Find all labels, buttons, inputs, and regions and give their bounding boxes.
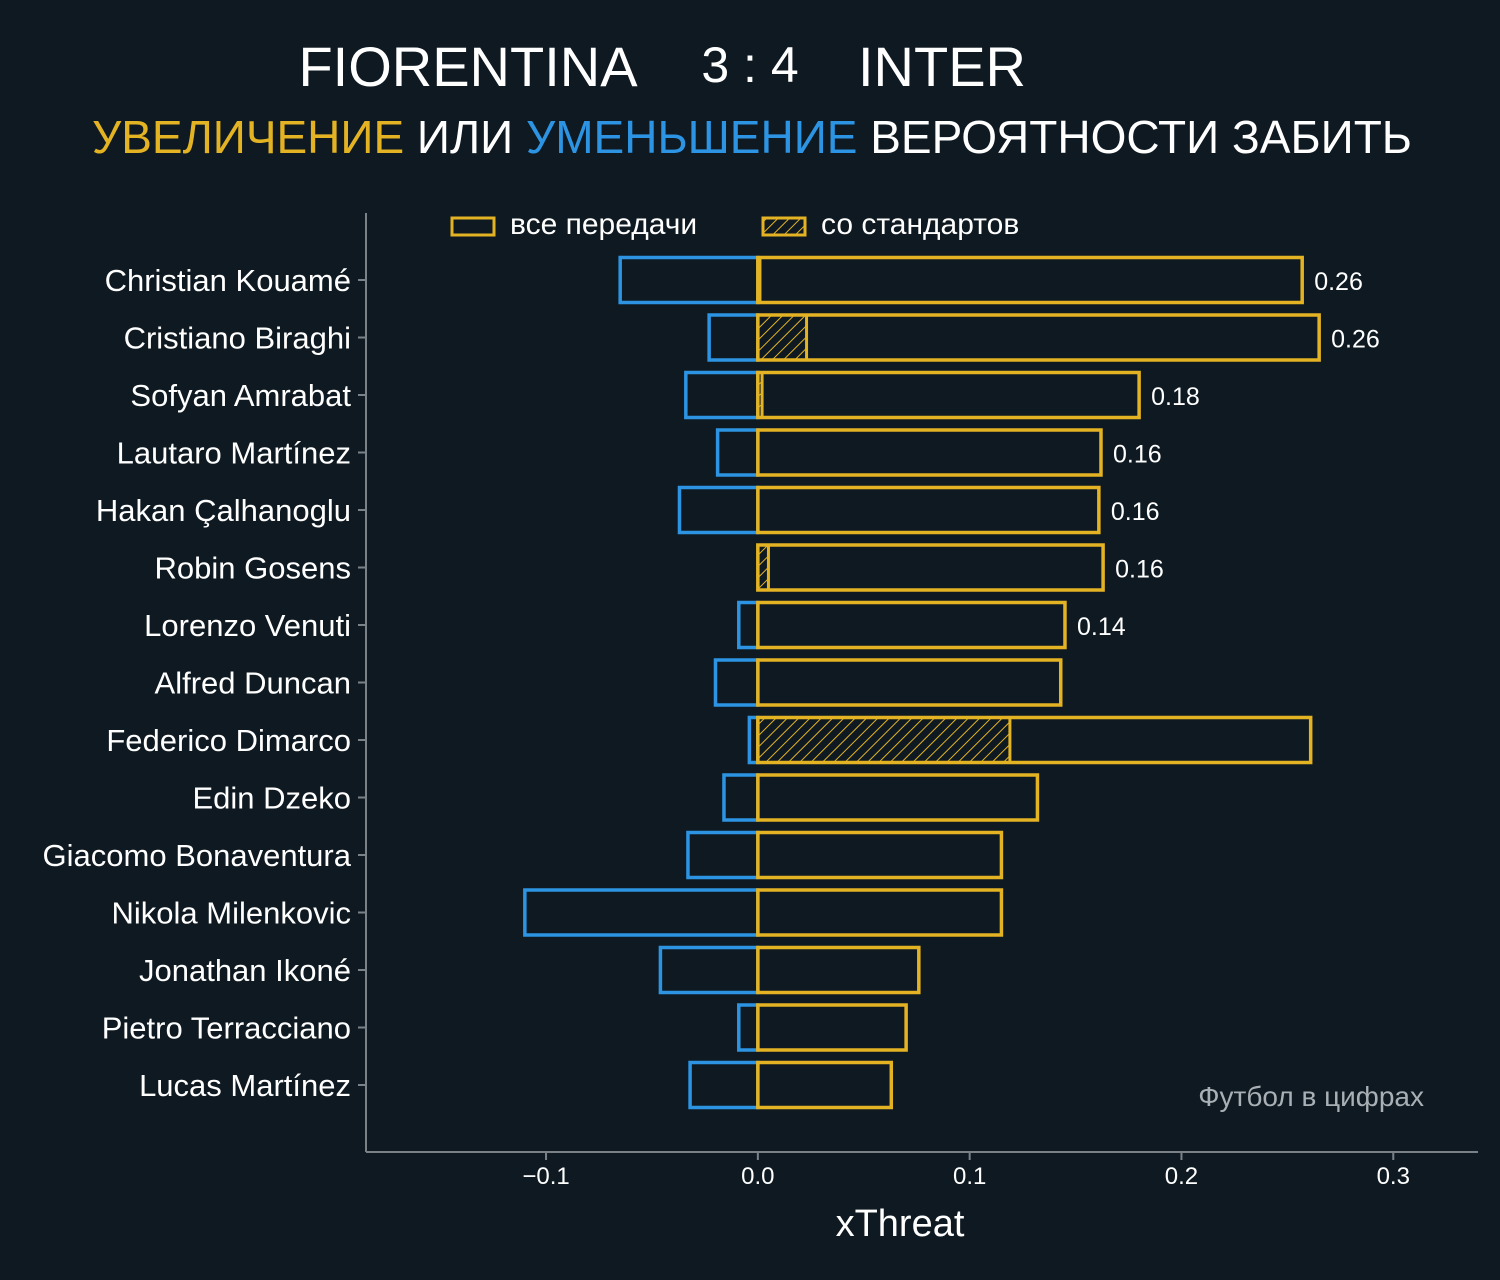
increase-bar <box>756 370 1141 420</box>
decrease-bar <box>684 370 760 420</box>
x-axis-ticks: −0.1 0.0 0.1 0.2 0.3 <box>522 1152 1410 1190</box>
home-team-name: FIORENTINA <box>298 35 638 98</box>
player-label: Christian Kouamé <box>105 263 351 298</box>
watermark: Футбол в цифрах <box>1198 1081 1424 1112</box>
decrease-bar <box>677 485 760 535</box>
player-label: Nikola Milenkovic <box>112 896 351 931</box>
increase-bar <box>756 830 1004 880</box>
increase-bar <box>756 1060 894 1110</box>
legend-swatch-set-pieces <box>761 216 807 237</box>
legend-swatch-all-passes <box>450 216 496 237</box>
x-tick-label: 0.1 <box>953 1163 986 1190</box>
increase-bar <box>756 543 1105 592</box>
increase-bar <box>756 485 1101 535</box>
set-piece-bar <box>756 313 809 362</box>
subtitle-or: ИЛИ <box>404 111 526 163</box>
decrease-bar <box>715 428 760 477</box>
decrease-bar <box>658 945 760 995</box>
player-label: Lorenzo Venuti <box>144 608 351 643</box>
decrease-bar <box>722 773 760 822</box>
x-tick-label: 0.0 <box>741 1163 774 1190</box>
increase-bar <box>756 715 1313 765</box>
value-label: 0.18 <box>1151 383 1200 411</box>
increase-bar <box>756 773 1040 822</box>
x-axis-label: xThreat <box>836 1203 965 1245</box>
y-axis-ticks: Christian Kouamé Cristiano Biraghi Sofyan … <box>43 263 366 1103</box>
value-label: 0.16 <box>1113 441 1162 469</box>
chart-subtitle: УВЕЛИЧЕНИЕ ИЛИ УМЕНЬШЕНИЕ ВЕРОЯТНОСТИ ЗА… <box>92 111 1412 163</box>
increase-bar <box>756 600 1067 650</box>
subtitle-decrease: УМЕНЬШЕНИЕ <box>526 111 857 163</box>
legend-label-all-passes: все передачи <box>510 208 697 241</box>
increase-bar <box>756 1003 908 1052</box>
match-score: 3 : 4 <box>701 37 798 93</box>
decrease-bar <box>707 313 760 362</box>
bars: 0.26 0.26 0.18 0.16 0.16 0.16 0.14 <box>523 255 1380 1110</box>
player-label: Jonathan Ikoné <box>139 953 351 988</box>
value-label: 0.26 <box>1331 326 1380 354</box>
player-label: Sofyan Amrabat <box>130 378 351 413</box>
value-label: 0.16 <box>1111 498 1160 526</box>
value-label: 0.26 <box>1314 268 1363 296</box>
decrease-bar <box>737 600 760 650</box>
decrease-bar <box>618 255 760 305</box>
decrease-bar <box>713 658 760 707</box>
player-label: Cristiano Biraghi <box>124 321 351 356</box>
decrease-bar <box>688 1060 760 1110</box>
decrease-bar <box>737 1003 760 1052</box>
legend: все передачи со стандартов <box>450 208 1019 241</box>
player-label: Edin Dzeko <box>192 781 351 816</box>
subtitle-rest: ВЕРОЯТНОСТИ ЗАБИТЬ <box>857 111 1412 163</box>
player-label: Hakan Çalhanoglu <box>96 493 351 528</box>
increase-bar <box>756 313 1321 362</box>
value-label: 0.14 <box>1077 613 1126 641</box>
x-tick-label: −0.1 <box>522 1163 569 1190</box>
player-label: Pietro Terracciano <box>102 1011 351 1046</box>
subtitle-increase: УВЕЛИЧЕНИЕ <box>92 111 404 163</box>
decrease-bar <box>523 888 760 937</box>
decrease-bar <box>686 830 760 880</box>
increase-bar <box>756 255 1304 305</box>
increase-bar <box>756 888 1004 937</box>
legend-label-set-pieces: со стандартов <box>821 208 1019 241</box>
player-label: Giacomo Bonaventura <box>43 838 352 873</box>
player-label: Federico Dimarco <box>106 723 351 758</box>
set-piece-bar <box>756 716 1012 764</box>
x-tick-label: 0.3 <box>1377 1163 1410 1190</box>
away-team-name: INTER <box>858 35 1026 98</box>
player-label: Alfred Duncan <box>155 666 351 701</box>
value-label: 0.16 <box>1115 556 1164 584</box>
player-label: Lucas Martínez <box>139 1068 351 1103</box>
x-tick-label: 0.2 <box>1165 1163 1198 1190</box>
player-label: Lautaro Martínez <box>117 436 351 471</box>
increase-bar <box>756 658 1063 707</box>
increase-bar <box>756 428 1103 477</box>
player-label: Robin Gosens <box>155 551 351 586</box>
increase-bar <box>756 945 921 995</box>
